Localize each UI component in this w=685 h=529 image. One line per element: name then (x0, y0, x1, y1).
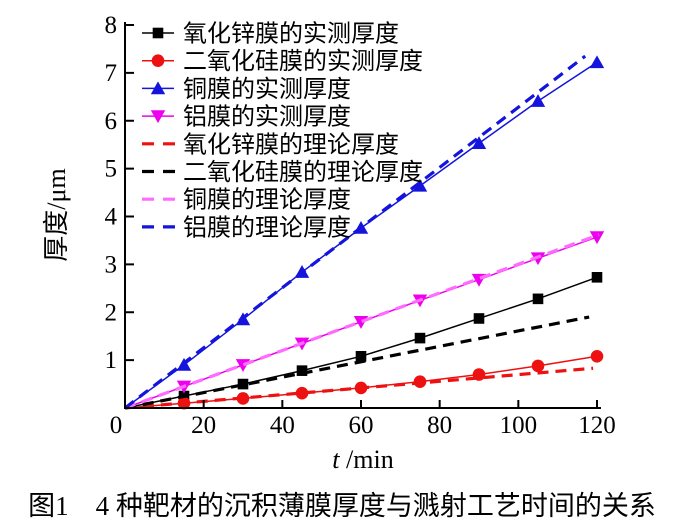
y-tick-label-5: 5 (105, 156, 118, 183)
legend-marker-sio2-measured (151, 54, 165, 67)
series-line-al-theory (124, 54, 587, 410)
series-marker-cu-measured-120 (589, 55, 605, 69)
series-marker-zno-measured-90 (473, 313, 485, 324)
legend-item-cu-measured: 铜膜的实测厚度 (142, 76, 351, 103)
legend-label-sio2-measured: 二氧化硅膜的实测厚度 (183, 48, 423, 75)
x-axis-ticks: 0 20 40 60 80 100 120 (110, 400, 616, 439)
legend-item-zno-measured: 氧化锌膜的实测厚度 (142, 21, 399, 48)
series-marker-cu-measured-105 (530, 94, 546, 107)
y-tick-label-3: 3 (105, 251, 118, 278)
legend-item-zno-theory: 氧化锌膜的理论厚度 (142, 131, 399, 158)
legend-label-sio2-theory: 二氧化硅膜的理论厚度 (183, 159, 423, 186)
x-tick-label-0: 0 (110, 412, 123, 439)
legend-label-cu-measured: 铜膜的实测厚度 (183, 76, 351, 103)
series-line-cu-theory (124, 233, 600, 410)
y-tick-label-7: 7 (105, 60, 118, 87)
series-marker-al-measured-105 (530, 252, 546, 266)
x-axis-title: t /min (332, 445, 393, 474)
y-tick-label-6: 6 (105, 108, 118, 135)
series-marker-zno-measured-60 (355, 350, 367, 362)
y-tick-label-1: 1 (105, 347, 118, 374)
legend-marker-zno-measured (152, 27, 164, 39)
figure-caption: 图1 4 种靶材的沉积薄膜厚度与溅射工艺时间的关系 (28, 491, 656, 521)
x-axis-title-unit: /min (340, 445, 394, 474)
x-tick-label-40: 40 (270, 412, 295, 439)
legend-label-al-theory: 铝膜的理论厚度 (183, 214, 351, 241)
chart-legend: 氧化锌膜的实测厚度二氧化硅膜的实测厚度铜膜的实测厚度铝膜的实测厚度氧化锌膜的理论… (142, 21, 423, 241)
legend-label-zno-theory: 氧化锌膜的理论厚度 (183, 131, 399, 158)
y-tick-label-8: 8 (105, 12, 118, 39)
legend-marker-cu-measured (150, 81, 166, 95)
legend-marker-al-measured (150, 110, 166, 124)
legend-item-al-theory: 铝膜的理论厚度 (142, 214, 351, 241)
series-marker-zno-measured-105 (532, 293, 544, 305)
legend-label-cu-theory: 铜膜的理论厚度 (183, 187, 351, 214)
series-marker-sio2-measured-120 (590, 349, 604, 363)
y-tick-label-4: 4 (105, 204, 118, 231)
series-marker-cu-measured-90 (471, 136, 487, 150)
legend-item-al-measured: 铝膜的实测厚度 (142, 104, 351, 131)
series-layer (124, 54, 605, 410)
legend-item-cu-theory: 铜膜的理论厚度 (142, 187, 351, 214)
series-marker-zno-measured-120 (591, 272, 603, 283)
series-marker-sio2-measured-105 (531, 359, 545, 373)
series-marker-zno-measured-45 (296, 365, 308, 376)
series-marker-al-measured-120 (589, 231, 605, 245)
y-tick-label-2: 2 (105, 299, 118, 326)
series-marker-zno-measured-75 (414, 332, 426, 344)
x-tick-label-120: 120 (578, 412, 616, 439)
y-axis-title: 厚度/μm (42, 168, 71, 261)
legend-label-al-measured: 铝膜的实测厚度 (183, 104, 351, 131)
series-marker-sio2-measured-45 (295, 386, 309, 400)
x-tick-label-60: 60 (349, 412, 374, 439)
series-marker-zno-measured-30 (237, 378, 249, 390)
series-line-sio2-theory (124, 315, 590, 410)
legend-item-sio2-measured: 二氧化硅膜的实测厚度 (142, 48, 423, 75)
x-tick-label-20: 20 (191, 412, 216, 439)
x-tick-label-80: 80 (427, 412, 452, 439)
legend-label-zno-measured: 氧化锌膜的实测厚度 (183, 21, 399, 48)
x-tick-label-100: 100 (500, 412, 538, 439)
y-axis-ticks: 1 2 3 4 5 6 7 8 (105, 12, 134, 409)
legend-item-sio2-theory: 二氧化硅膜的理论厚度 (142, 159, 423, 186)
x-axis-title-symbol: t (332, 445, 340, 474)
series-marker-cu-measured-75 (412, 178, 428, 192)
